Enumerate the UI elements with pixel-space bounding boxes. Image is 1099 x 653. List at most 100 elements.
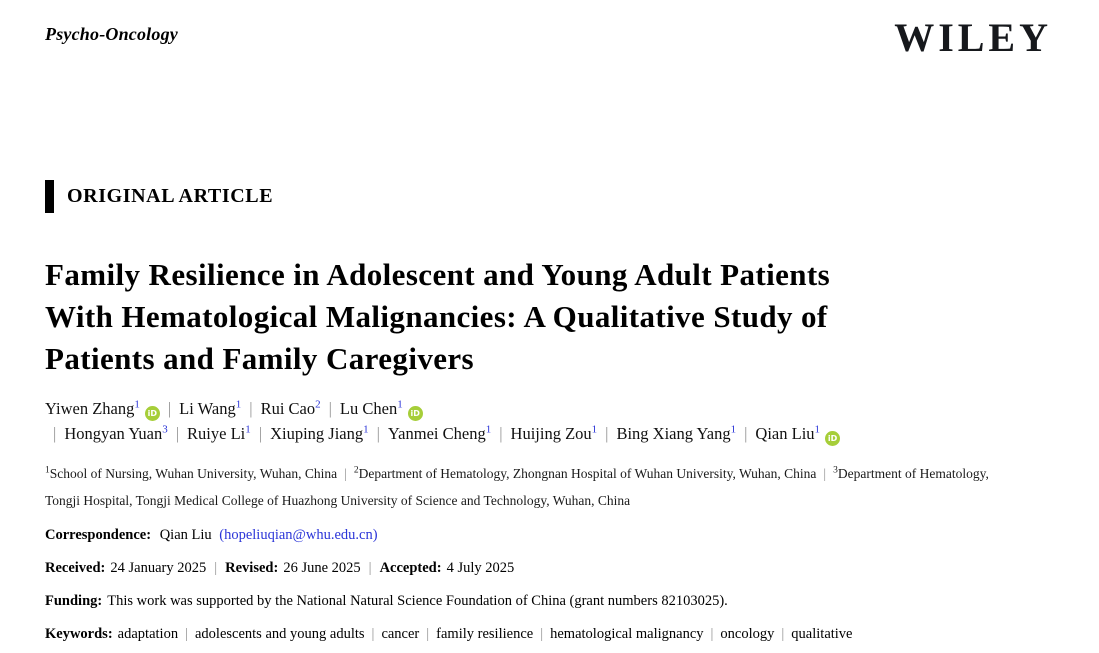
history-item: Accepted: 4 July 2025 bbox=[380, 560, 515, 576]
funding-label: Funding: bbox=[45, 593, 103, 609]
author: Li Wang1 bbox=[179, 399, 241, 418]
history-item: Received: 24 January 2025 bbox=[45, 560, 206, 576]
author: Yanmei Cheng1 bbox=[388, 424, 491, 443]
pipe-separator-icon: | bbox=[823, 466, 827, 481]
affiliation-superscript: 2 bbox=[353, 465, 359, 476]
article-title-line: Patients and Family Caregivers bbox=[45, 341, 475, 376]
correspondence-name: Qian Liu bbox=[159, 527, 212, 543]
affiliation-text: School of Nursing, Wuhan University, Wuh… bbox=[49, 466, 338, 481]
pipe-separator-icon: | bbox=[328, 399, 332, 418]
affiliation-text: Department of Hematology, Zhongnan Hospi… bbox=[358, 466, 817, 481]
affiliation-item: 1School of Nursing, Wuhan University, Wu… bbox=[45, 466, 337, 481]
article-title-line: With Hematological Malignancies: A Quali… bbox=[45, 299, 828, 334]
pipe-separator-icon: | bbox=[426, 626, 430, 642]
pipe-separator-icon: | bbox=[376, 424, 380, 443]
author-name: Rui Cao bbox=[260, 399, 316, 418]
author: Hongyan Yuan3 bbox=[64, 424, 167, 443]
history-label: Revised: bbox=[225, 560, 279, 576]
author: Bing Xiang Yang1 bbox=[616, 424, 736, 443]
affiliation-superscript: 1 bbox=[45, 465, 50, 476]
pipe-separator-icon: | bbox=[499, 424, 503, 443]
author-name: Huijing Zou bbox=[510, 424, 592, 443]
affiliation-text: Department of Hematology, Tongji Hospita… bbox=[45, 466, 989, 508]
author-affiliation-superscript: 1 bbox=[397, 398, 403, 411]
keywords-line: Keywords: adaptation | adolescents and youn… bbox=[45, 624, 853, 644]
pipe-separator-icon: | bbox=[53, 424, 57, 443]
funding-line: Funding: This work was supported by the N… bbox=[45, 591, 728, 611]
pipe-separator-icon: | bbox=[540, 626, 544, 642]
category-bar bbox=[45, 180, 54, 213]
category-label: ORIGINAL ARTICLE bbox=[67, 185, 274, 207]
author: Qian Liu1 iD bbox=[755, 423, 841, 446]
keyword-item: adolescents and young adults bbox=[194, 626, 365, 642]
author: Ruiye Li1 bbox=[187, 424, 251, 443]
history-label: Accepted: bbox=[379, 560, 442, 576]
author-name: Ruiye Li bbox=[187, 424, 246, 443]
author-name: Li Wang bbox=[179, 399, 236, 418]
author-name: Qian Liu bbox=[755, 424, 815, 443]
article-title-line: Family Resilience in Adolescent and Youn… bbox=[45, 257, 831, 292]
correspondence-label: Correspondence: bbox=[45, 527, 152, 543]
keywords-label: Keywords: bbox=[45, 626, 113, 642]
journal-title: Psycho-Oncology bbox=[45, 24, 178, 44]
keyword-item: oncology bbox=[720, 626, 775, 642]
author-affiliation-superscript: 1 bbox=[814, 423, 821, 436]
history-value: 4 July 2025 bbox=[446, 560, 515, 576]
keyword-item: family resilience bbox=[436, 626, 534, 642]
funding-text: This work was supported by the National … bbox=[107, 593, 728, 609]
affiliation-superscript: 3 bbox=[833, 465, 838, 476]
pipe-separator-icon: | bbox=[344, 466, 347, 481]
author: Huijing Zou1 bbox=[511, 424, 598, 443]
author-name: Yiwen Zhang bbox=[45, 399, 135, 418]
keyword-item: adaptation bbox=[117, 626, 179, 642]
history-item: Revised: 26 June 2025 bbox=[225, 560, 361, 576]
pipe-separator-icon: | bbox=[371, 626, 375, 642]
pipe-separator-icon: | bbox=[781, 626, 785, 642]
author-name: Bing Xiang Yang bbox=[616, 424, 731, 443]
author-affiliation-superscript: 1 bbox=[363, 423, 369, 436]
pipe-separator-icon: | bbox=[258, 424, 263, 443]
author-name: Hongyan Yuan bbox=[64, 424, 163, 443]
correspondence-email-link[interactable]: (hopeliuqian@whu.edu.cn) bbox=[219, 527, 378, 543]
author-name: Lu Chen bbox=[339, 399, 398, 418]
pipe-separator-icon: | bbox=[744, 424, 748, 443]
correspondence-line: Correspondence: Qian Liu (hopeliuqian@wh… bbox=[45, 525, 378, 545]
pipe-separator-icon: | bbox=[249, 399, 253, 418]
pipe-separator-icon: | bbox=[605, 424, 609, 443]
history-value: 24 January 2025 bbox=[110, 560, 207, 576]
author-list: Yiwen Zhang1iD | Li Wang1 | Rui Cao2 | Lu Chen… bbox=[45, 396, 1067, 446]
author: Rui Cao2 bbox=[261, 399, 321, 418]
keyword-item: cancer bbox=[381, 626, 420, 642]
author: Lu Chen1 iD bbox=[339, 398, 423, 421]
author-affiliation-superscript: 1 bbox=[134, 398, 140, 411]
history-label: Received: bbox=[45, 560, 106, 576]
orcid-icon[interactable]: iD bbox=[144, 406, 160, 421]
author-affiliation-superscript: 1 bbox=[591, 423, 598, 436]
author-name: Yanmei Cheng bbox=[387, 424, 486, 443]
author: Xiuping Jiang1 bbox=[270, 424, 369, 443]
pipe-separator-icon: | bbox=[368, 560, 372, 576]
pipe-separator-icon: | bbox=[214, 560, 218, 576]
author-name: Xiuping Jiang bbox=[270, 424, 364, 443]
keyword-item: qualitative bbox=[791, 626, 853, 642]
author: Yiwen Zhang1 iD bbox=[45, 398, 160, 421]
author-affiliation-superscript: 1 bbox=[730, 423, 737, 436]
affiliation-item: 2Department of Hematology, Zhongnan Hosp… bbox=[354, 466, 817, 481]
author-affiliation-superscript: 2 bbox=[315, 398, 321, 411]
author-affiliation-superscript: 1 bbox=[235, 398, 242, 411]
author-affiliation-superscript: 1 bbox=[485, 423, 492, 436]
pipe-separator-icon: | bbox=[167, 399, 172, 418]
orcid-icon[interactable]: iD bbox=[825, 431, 841, 446]
affiliation-list: 1School of Nursing, Wuhan University, Wu… bbox=[45, 460, 993, 514]
wiley-publisher-logo: WILEY bbox=[894, 15, 1052, 60]
pipe-separator-icon: | bbox=[175, 424, 180, 443]
orcid-icon[interactable]: iD bbox=[407, 406, 423, 421]
article-title: Family Resilience in Adolescent and Youn… bbox=[45, 254, 830, 380]
affiliation-item: 3Department of Hematology, Tongji Hospit… bbox=[45, 466, 989, 508]
author-affiliation-superscript: 3 bbox=[162, 423, 168, 436]
pipe-separator-icon: | bbox=[185, 626, 188, 642]
article-history-line: Received: 24 January 2025 | Revised: 26 June… bbox=[45, 558, 514, 578]
keyword-item: hematological malignancy bbox=[550, 626, 704, 642]
pipe-separator-icon: | bbox=[710, 626, 714, 642]
